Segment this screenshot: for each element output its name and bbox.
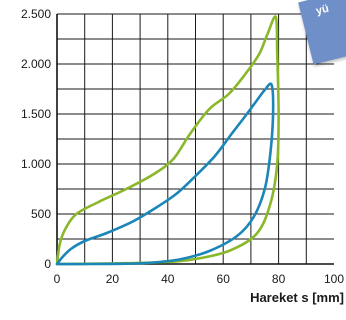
series-line-2 (55, 82, 275, 266)
y-tick-label: 1.500 (21, 107, 51, 121)
y-tick-label: 1.000 (21, 157, 51, 171)
x-tick-label: 20 (106, 272, 120, 286)
y-tick-label: 2.000 (21, 57, 51, 71)
x-tick-label: 0 (54, 272, 61, 286)
x-tick-label: 100 (324, 272, 344, 286)
y-tick-label: 2.500 (21, 7, 51, 21)
x-axis-label: Hareket s [mm] (250, 290, 344, 305)
x-tick-label: 80 (272, 272, 286, 286)
x-tick-label: 60 (217, 272, 231, 286)
y-tick-label: 500 (31, 207, 51, 221)
x-tick-label: 40 (161, 272, 175, 286)
y-tick-label: 0 (44, 257, 51, 271)
series-line-1 (55, 15, 280, 266)
